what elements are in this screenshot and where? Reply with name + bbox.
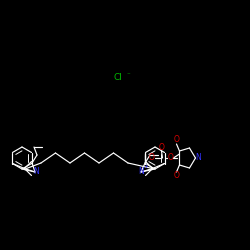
Text: O: O [158,144,164,152]
Text: N: N [33,166,39,175]
Text: Cl: Cl [114,74,122,82]
Text: O: O [148,154,154,162]
Text: O: O [174,172,180,180]
Text: ⁻: ⁻ [126,72,130,78]
Text: N: N [138,166,144,175]
Text: N: N [196,154,201,162]
Text: +: + [144,164,148,170]
Text: O: O [168,154,173,162]
Text: O: O [174,136,180,144]
